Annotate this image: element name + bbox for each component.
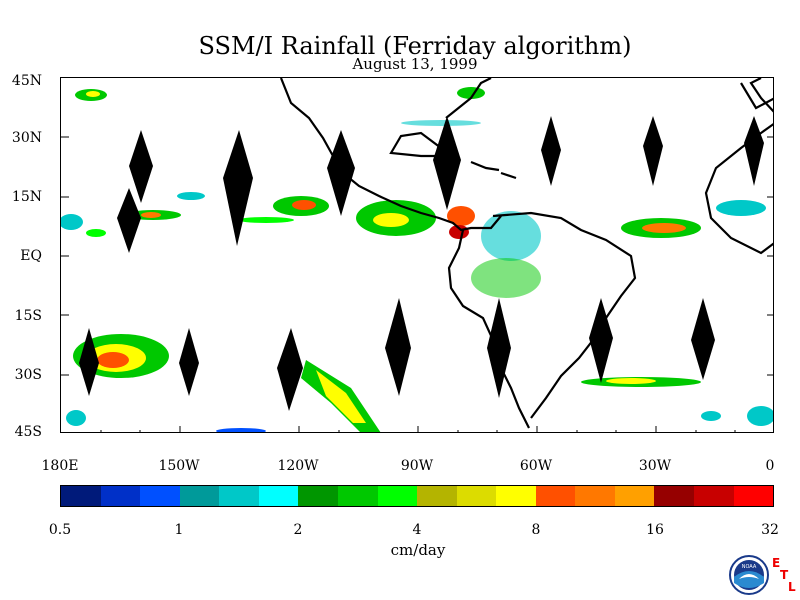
lon-label-120w: 120W <box>277 458 319 474</box>
map-canvas <box>61 78 773 432</box>
chart-title: SSM/I Rainfall (Ferriday algorithm) <box>198 32 632 60</box>
colorbar-tick: 8 <box>531 522 541 538</box>
colorbar-swatch <box>535 486 576 506</box>
colorbar-swatch <box>614 486 655 506</box>
colorbar-tick: 0.5 <box>48 522 72 538</box>
colorbar-swatch <box>337 486 378 506</box>
rainfall-patches <box>61 87 773 432</box>
colorbar-swatch <box>575 486 615 506</box>
chart-date: August 13, 1999 <box>352 55 478 73</box>
coastlines <box>279 78 773 429</box>
colorbar-swatch <box>100 486 141 506</box>
noaa-logo: NOAA <box>729 555 769 595</box>
swath-gaps <box>79 116 764 411</box>
lat-label-30n: 30N <box>11 130 42 146</box>
lon-label-180e: 180E <box>41 458 79 474</box>
lat-label-30s: 30S <box>14 367 42 383</box>
colorbar-swatch <box>61 486 101 506</box>
colorbar-swatch <box>258 486 299 506</box>
lat-label-eq: EQ <box>20 248 42 264</box>
colorbar-swatch <box>298 486 338 506</box>
colorbar-tick: 1 <box>174 522 184 538</box>
etl-letter-l: L <box>788 580 796 594</box>
colorbar-tick: 4 <box>412 522 422 538</box>
colorbar-swatch <box>140 486 180 506</box>
colorbar-swatch <box>496 486 536 506</box>
colorbar-swatch <box>694 486 734 506</box>
colorbar-swatch <box>456 486 497 506</box>
colorbar-swatch <box>179 486 220 506</box>
lon-label-60w: 60W <box>519 458 553 474</box>
colorbar-swatch <box>417 486 457 506</box>
colorbar-tick: 32 <box>761 522 779 538</box>
lon-label-0: 0 <box>765 458 775 474</box>
lon-label-30w: 30W <box>638 458 672 474</box>
colorbar-tick: 16 <box>646 522 664 538</box>
colorbar-swatch <box>733 486 774 506</box>
etl-letter-t: T <box>780 568 789 582</box>
colorbar-unit: cm/day <box>390 541 446 559</box>
axis-ticks <box>61 136 773 432</box>
lat-label-15n: 15N <box>11 189 42 205</box>
noaa-logo-text: NOAA <box>742 564 757 570</box>
lon-label-150w: 150W <box>158 458 200 474</box>
colorbar-swatch <box>654 486 694 506</box>
etl-letter-e: E <box>772 556 781 570</box>
colorbar-tick: 2 <box>293 522 303 538</box>
lat-label-45n: 45N <box>11 73 42 89</box>
colorbar <box>60 485 774 507</box>
lat-label-15s: 15S <box>14 308 42 324</box>
lat-label-45s: 45S <box>14 424 42 440</box>
colorbar-swatch <box>219 486 259 506</box>
colorbar-swatch <box>377 486 418 506</box>
lon-label-90w: 90W <box>400 458 434 474</box>
rainfall-map <box>60 77 774 433</box>
